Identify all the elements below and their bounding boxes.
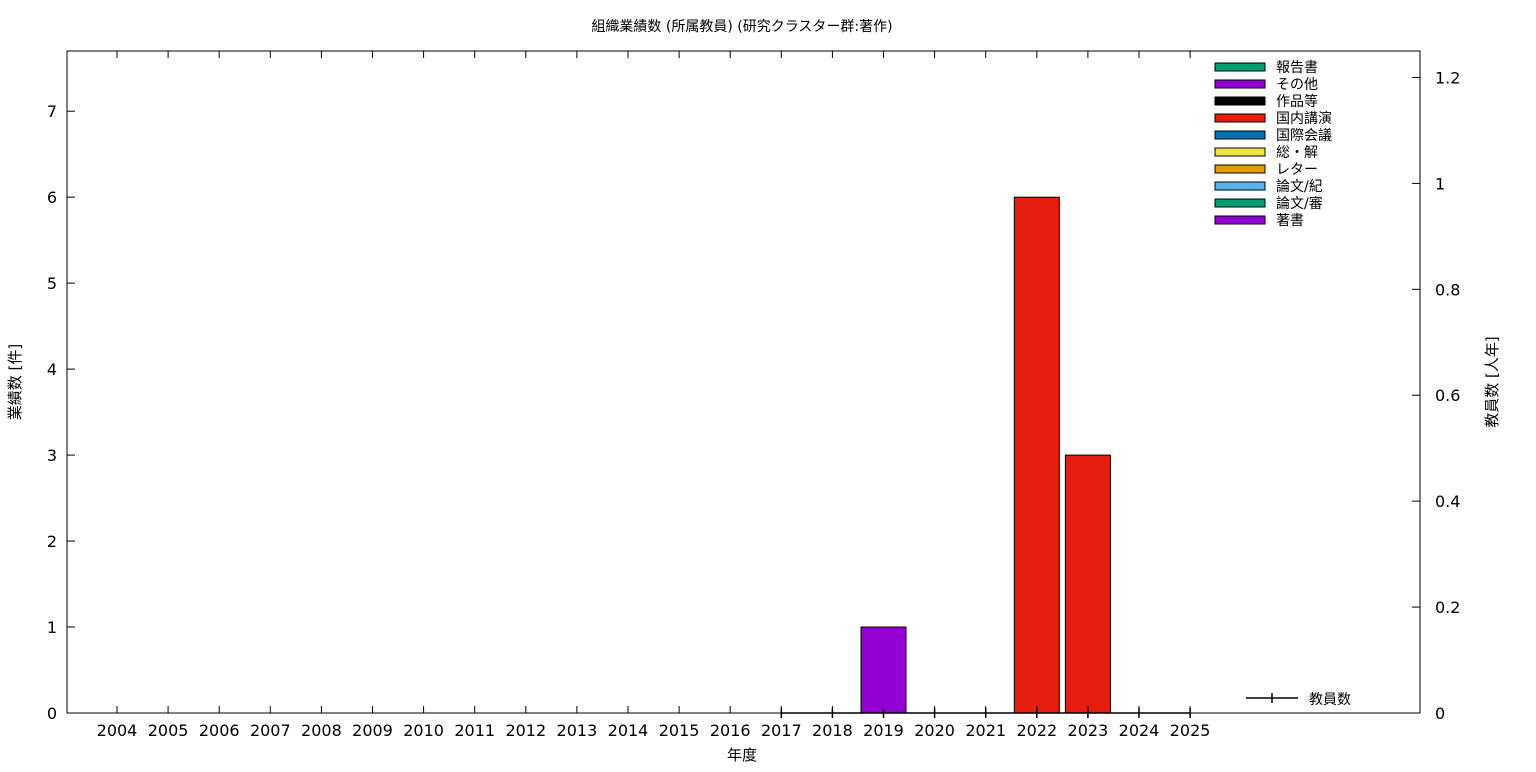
x-tick-label-2018: 2018 (812, 721, 853, 740)
x-tick-label-2022: 2022 (1016, 721, 1057, 740)
y2-tick-label-0.4: 0.4 (1435, 492, 1460, 511)
y-tick-label-4: 4 (47, 360, 57, 379)
y2-tick-label-0.8: 0.8 (1435, 280, 1460, 299)
y-axis-label: 業績数 [件] (6, 344, 24, 420)
x-tick-label-2012: 2012 (505, 721, 546, 740)
legend-swatch-3 (1214, 113, 1266, 123)
x-tick-label-2017: 2017 (761, 721, 802, 740)
legend-swatch-9 (1214, 215, 1266, 225)
x-tick-label-2014: 2014 (608, 721, 649, 740)
legend-swatch-7 (1214, 181, 1266, 191)
x-tick-label-2025: 2025 (1170, 721, 1211, 740)
x-tick-label-2007: 2007 (250, 721, 291, 740)
chart-title: 組織業績数 (所属教員) (研究クラスター群:著作) (591, 19, 892, 35)
y2-tick-label-1: 1 (1435, 174, 1445, 193)
x-tick-label-2004: 2004 (97, 721, 138, 740)
y2-axis-label: 教員数 [人年] (1483, 336, 1501, 427)
legend-swatch-8 (1214, 198, 1266, 208)
legend-label-6: レター (1276, 162, 1318, 178)
legend-swatch-1 (1214, 79, 1266, 89)
x-tick-label-2011: 2011 (454, 721, 495, 740)
y-tick-label-0: 0 (47, 704, 57, 723)
y2-tick-label-0.2: 0.2 (1435, 598, 1460, 617)
y-tick-label-5: 5 (47, 274, 57, 293)
legend-label-7: 論文/紀 (1276, 179, 1323, 195)
x-tick-label-2009: 2009 (352, 721, 393, 740)
legend-swatch-4 (1214, 130, 1266, 140)
x-tick-label-2021: 2021 (965, 721, 1006, 740)
legend-label-faculty: 教員数 (1309, 692, 1351, 708)
y-tick-label-3: 3 (47, 446, 57, 465)
legend-label-5: 総・解 (1276, 145, 1318, 161)
legend-label-3: 国内講演 (1276, 111, 1332, 127)
x-tick-label-2024: 2024 (1119, 721, 1160, 740)
x-tick-label-2013: 2013 (557, 721, 598, 740)
x-tick-label-2010: 2010 (403, 721, 444, 740)
legend-label-0: 報告書 (1276, 60, 1318, 76)
legend-swatch-6 (1214, 164, 1266, 174)
legend-swatch-5 (1214, 147, 1266, 157)
legend-label-4: 国際会議 (1276, 127, 1332, 144)
x-tick-label-2016: 2016 (710, 721, 751, 740)
legend-label-2: 作品等 (1276, 93, 1318, 110)
bar-2019-series-9 (860, 626, 907, 714)
y2-tick-label-0: 0 (1435, 704, 1445, 723)
bar-2022-series-3 (1013, 196, 1060, 714)
legend-label-9: 著書 (1276, 213, 1304, 229)
x-tick-label-2019: 2019 (863, 721, 904, 740)
legend-swatch-0 (1214, 62, 1266, 72)
y-tick-label-1: 1 (47, 618, 57, 637)
plot-layer: 2004 2005 2006 2007 2008 2009 2010 2011 2012 2013… (47, 50, 1460, 740)
y2-tick-label-1.2: 1.2 (1435, 68, 1460, 87)
legend-swatch-2 (1214, 96, 1266, 106)
x-tick-label-2015: 2015 (659, 721, 700, 740)
y-tick-label-2: 2 (47, 532, 57, 551)
y-tick-label-7: 7 (47, 102, 57, 121)
x-axis-label: 年度 (727, 746, 757, 764)
x-tick-label-2023: 2023 (1068, 721, 1109, 740)
y2-tick-label-0.6: 0.6 (1435, 386, 1460, 405)
legend-label-8: 論文/審 (1276, 196, 1323, 212)
bar-2023-series-3 (1064, 454, 1111, 714)
x-tick-label-2008: 2008 (301, 721, 342, 740)
x-tick-label-2005: 2005 (148, 721, 189, 740)
plot-frame (66, 50, 1421, 714)
x-tick-label-2020: 2020 (914, 721, 955, 740)
legend-label-1: その他 (1276, 77, 1318, 93)
x-tick-label-2006: 2006 (199, 721, 240, 740)
y-tick-label-6: 6 (47, 188, 57, 207)
